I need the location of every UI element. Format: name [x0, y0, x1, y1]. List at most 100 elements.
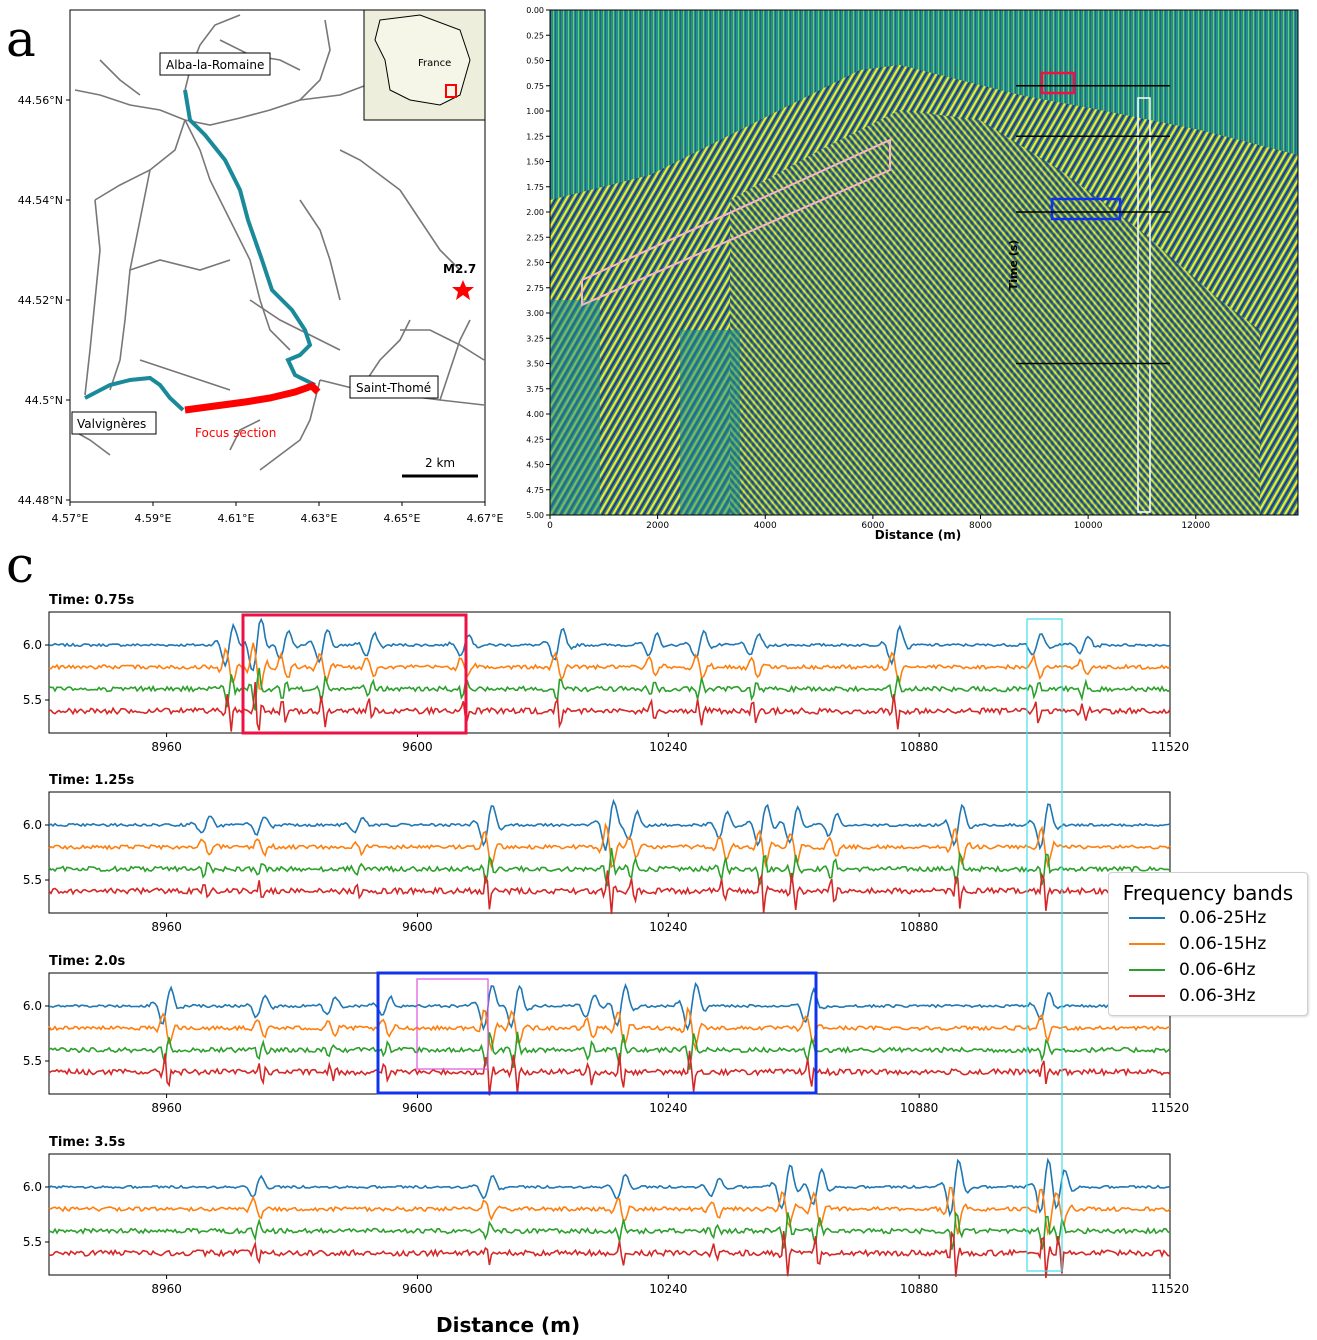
x-tick-label: 9600 [402, 1282, 433, 1296]
lon-tick-label: 4.63°E [301, 512, 338, 525]
subplot-title: Time: 0.75s [49, 593, 134, 608]
lat-tick-label: 44.52°N [18, 294, 63, 307]
legend-label: 0.06-25Hz [1179, 908, 1266, 928]
time-tick-label: 4.75 [526, 486, 544, 495]
time-tick-label: 2.75 [526, 284, 544, 293]
time-tick-label: 0.50 [526, 57, 544, 66]
waveform-subplot: Time: 0.75s 6.0 5.5 8960 9600 10240 10880 11520 [23, 593, 1189, 754]
time-tick-label: 2.25 [526, 233, 544, 242]
time-tick-label: 0.00 [526, 6, 544, 15]
x-tick-label: 10880 [900, 740, 938, 754]
x-tick-label: 10240 [649, 1282, 687, 1296]
lat-tick-label: 44.54°N [18, 194, 63, 207]
time-tick-label: 1.00 [526, 107, 544, 116]
time-tick-label: 0.25 [526, 31, 544, 40]
time-tick-label: 2.50 [526, 259, 544, 268]
focus-section-label: Focus section [195, 426, 276, 440]
section-xlabel: Distance (m) [875, 528, 962, 542]
frequency-legend: Frequency bands 0.06-25Hz 0.06-15Hz 0.06… [1108, 872, 1308, 1016]
map-panel: France M2.7 Alba-la-Romaine Saint-Thomé … [0, 0, 520, 530]
y-tick-label: 6.0 [23, 638, 42, 652]
x-tick-label: 11520 [1151, 1282, 1189, 1296]
x-tick-label: 10880 [900, 920, 938, 934]
lat-tick-label: 44.56°N [18, 94, 63, 107]
section-ylabel: Time (s) [1007, 240, 1020, 291]
legend-item: 0.06-6Hz [1109, 957, 1307, 983]
lon-tick-label: 4.59°E [135, 512, 172, 525]
x-tick-label: 11520 [1151, 1101, 1189, 1115]
legend-label: 0.06-6Hz [1179, 960, 1256, 980]
legend-title: Frequency bands [1109, 881, 1307, 905]
subplot-frame [49, 973, 1170, 1094]
scale-bar-label: 2 km [425, 456, 455, 470]
town-label-valvigneres: Valvignères [77, 417, 146, 431]
x-tick-label: 9600 [402, 1101, 433, 1115]
y-tick-label: 5.5 [23, 873, 42, 887]
time-tick-label: 4.25 [526, 435, 544, 444]
legend-item: 0.06-3Hz [1109, 983, 1307, 1009]
waveform-subplot: Time: 3.5s 6.0 5.5 8960 9600 10240 10880 11520 [23, 1135, 1189, 1296]
inset-label: France [418, 58, 451, 69]
subplot-frame [49, 1154, 1170, 1275]
time-tick-label: 3.25 [526, 334, 544, 343]
time-tick-label: 1.25 [526, 132, 544, 141]
time-tick-label: 3.00 [526, 309, 544, 318]
y-tick-label: 5.5 [23, 693, 42, 707]
time-tick-label: 2.00 [526, 208, 544, 217]
x-tick-label: 9600 [402, 920, 433, 934]
legend-swatch [1129, 995, 1165, 997]
subplot-title: Time: 3.5s [49, 1135, 125, 1150]
town-label-saint-thome: Saint-Thomé [356, 381, 431, 395]
waveform-xlabel: Distance (m) [436, 1313, 580, 1337]
town-label-alba: Alba-la-Romaine [166, 58, 264, 72]
legend-swatch [1129, 917, 1165, 919]
time-tick-label: 4.50 [526, 461, 544, 470]
lat-tick-label: 44.5°N [25, 394, 63, 407]
time-tick-label: 5.00 [526, 511, 544, 520]
legend-label: 0.06-3Hz [1179, 986, 1256, 1006]
x-tick-label: 10240 [649, 920, 687, 934]
x-tick-label: 10240 [649, 1101, 687, 1115]
time-tick-label: 3.75 [526, 385, 544, 394]
distance-tick-label: 12000 [1181, 521, 1210, 531]
distance-tick-label: 2000 [646, 521, 669, 531]
time-tick-label: 3.50 [526, 360, 544, 369]
distance-tick-label: 8000 [969, 521, 992, 531]
x-tick-label: 8960 [151, 1282, 182, 1296]
time-tick-label: 1.50 [526, 158, 544, 167]
y-tick-label: 6.0 [23, 999, 42, 1013]
x-tick-label: 10240 [649, 740, 687, 754]
x-tick-label: 8960 [151, 740, 182, 754]
distance-tick-label: 10000 [1074, 521, 1103, 531]
time-tick-label: 1.75 [526, 183, 544, 192]
legend-item: 0.06-25Hz [1109, 905, 1307, 931]
x-tick-label: 10880 [900, 1101, 938, 1115]
x-tick-label: 8960 [151, 920, 182, 934]
y-tick-label: 6.0 [23, 1180, 42, 1194]
subplot-frame [49, 612, 1170, 733]
seismic-section-panel: 0.00 0.25 0.50 0.75 1.00 1.25 1.50 1.75 2.00 2.25… [500, 0, 1317, 545]
legend-item: 0.06-15Hz [1109, 931, 1307, 957]
y-tick-label: 5.5 [23, 1054, 42, 1068]
lon-tick-label: 4.57°E [52, 512, 89, 525]
lon-tick-label: 4.65°E [384, 512, 421, 525]
distance-tick-label: 4000 [754, 521, 777, 531]
x-tick-label: 8960 [151, 1101, 182, 1115]
event-label: M2.7 [443, 262, 476, 276]
legend-label: 0.06-15Hz [1179, 934, 1266, 954]
time-tick-label: 0.75 [526, 82, 544, 91]
distance-tick-label: 0 [547, 521, 553, 531]
lon-tick-label: 4.61°E [218, 512, 255, 525]
x-tick-label: 10880 [900, 1282, 938, 1296]
subplot-title: Time: 1.25s [49, 773, 134, 788]
time-tick-label: 4.00 [526, 410, 544, 419]
x-tick-label: 9600 [402, 740, 433, 754]
legend-swatch [1129, 969, 1165, 971]
legend-swatch [1129, 943, 1165, 945]
y-tick-label: 5.5 [23, 1235, 42, 1249]
subplot-title: Time: 2.0s [49, 954, 125, 969]
y-tick-label: 6.0 [23, 818, 42, 832]
lat-tick-label: 44.48°N [18, 494, 63, 507]
x-tick-label: 11520 [1151, 740, 1189, 754]
